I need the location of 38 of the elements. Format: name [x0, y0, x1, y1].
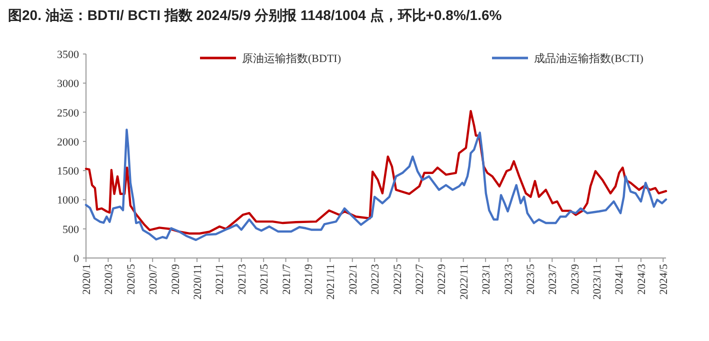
y-tick-label: 0: [74, 253, 80, 265]
x-tick-label: 2021/3: [236, 264, 248, 295]
x-tick-label: 2020/9: [170, 264, 182, 295]
legend-label: 成品油运输指数(BCTI): [534, 52, 644, 65]
x-tick-label: 2023/11: [592, 264, 604, 300]
y-tick-label: 3000: [57, 78, 80, 90]
x-tick-label: 2021/9: [302, 264, 315, 295]
x-tick-label: 2024/1: [614, 264, 626, 295]
x-tick-label: 2022/9: [436, 264, 448, 295]
x-tick-label: 2021/1: [214, 264, 226, 295]
x-tick-label: 2023/7: [547, 264, 560, 295]
x-tick-label: 2020/3: [103, 264, 116, 295]
x-tick-label: 2022/1: [347, 264, 360, 295]
x-tick-label: 2020/7: [148, 264, 160, 295]
y-tick-label: 2500: [57, 107, 80, 120]
legend-label: 原油运输指数(BDTI): [242, 52, 342, 65]
x-tick-label: 2021/7: [280, 264, 293, 295]
x-tick-label: 2023/5: [524, 264, 537, 295]
y-tick-label: 1500: [57, 166, 80, 178]
x-tick-label: 2022/7: [414, 264, 426, 295]
x-tick-label: 2023/1: [480, 264, 493, 295]
y-tick-label: 1000: [57, 194, 80, 207]
x-tick-label: 2020/11: [192, 264, 204, 300]
x-tick-label: 2020/5: [125, 264, 138, 295]
x-tick-label: 2021/5: [258, 264, 271, 295]
x-tick-label: 2024/3: [636, 264, 648, 295]
y-tick-label: 500: [62, 224, 80, 236]
chart-title: 图20. 油运：BDTI/ BCTI 指数 2024/5/9 分别报 1148/1004 点，环比+0.8%/1.6%: [8, 7, 502, 23]
y-tick-label: 2000: [57, 136, 80, 148]
x-tick-label: 2023/9: [569, 264, 582, 295]
x-tick-label: 2023/3: [502, 264, 515, 295]
x-tick-label: 2024/5: [658, 264, 670, 295]
x-tick-label: 2022/11: [458, 264, 470, 300]
x-tick-label: 2022/3: [370, 264, 382, 295]
y-tick-label: 3500: [57, 49, 80, 61]
x-tick-label: 2022/5: [392, 264, 404, 295]
x-tick-label: 2020/1: [81, 264, 93, 295]
x-tick-label: 2021/11: [325, 264, 338, 300]
